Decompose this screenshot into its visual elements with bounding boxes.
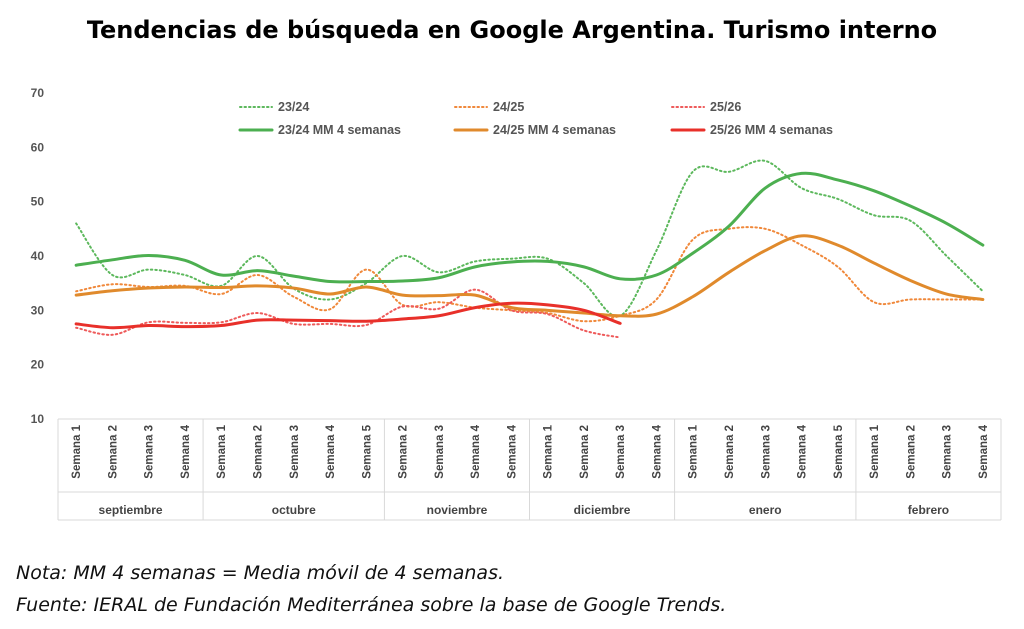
legend-label: 23/24 MM 4 semanas xyxy=(278,123,401,137)
x-tick-label: Semana 1 xyxy=(688,424,700,478)
x-tick-label: Semana 3 xyxy=(144,425,156,479)
legend-label: 23/24 xyxy=(278,100,309,114)
x-tick-label: Semana 3 xyxy=(760,425,772,479)
x-tick-label: Semana 1 xyxy=(869,424,881,478)
legend-label: 24/25 MM 4 semanas xyxy=(493,123,616,137)
legend-label: 25/26 xyxy=(710,100,741,114)
legend-label: 24/25 xyxy=(493,100,524,114)
x-tick-label: Semana 3 xyxy=(434,425,446,479)
month-label: noviembre xyxy=(427,503,488,517)
y-tick-label: 10 xyxy=(31,412,45,426)
x-tick-label: Semana 5 xyxy=(833,424,845,478)
y-tick-label: 40 xyxy=(31,249,45,263)
x-tick-label: Semana 4 xyxy=(325,424,337,478)
x-tick-label: Semana 2 xyxy=(905,425,917,479)
x-tick-label: Semana 2 xyxy=(579,425,591,479)
x-tick-label: Semana 2 xyxy=(107,425,119,479)
x-tick-label: Semana 4 xyxy=(180,424,192,478)
series-line-24-25-mm-4-semanas xyxy=(74,234,985,318)
note-text: Nota: MM 4 semanas = Media móvil de 4 se… xyxy=(16,562,505,584)
x-tick-label: Semana 3 xyxy=(942,425,954,479)
y-tick-label: 20 xyxy=(31,358,45,372)
x-tick-label: Semana 1 xyxy=(71,424,83,478)
month-label: octubre xyxy=(272,503,316,517)
series-line-25-26-mm-4-semanas xyxy=(74,301,622,330)
line-chart: 10 20 30 40 50 60 70 septiembre octubre noviembre… xyxy=(31,86,1002,521)
month-label: enero xyxy=(749,503,782,517)
y-tick-label: 60 xyxy=(31,140,45,154)
x-tick-label: Semana 1 xyxy=(216,424,228,478)
month-label: diciembre xyxy=(574,503,631,517)
y-tick-label: 70 xyxy=(31,86,45,100)
series-line-25-26 xyxy=(75,288,622,339)
series-line-23-24-mm-4-semanas xyxy=(74,171,985,284)
x-tick-label: Semana 5 xyxy=(361,424,373,478)
chart-title: Tendencias de búsqueda en Google Argenti… xyxy=(86,16,938,44)
x-tick-label: Semana 4 xyxy=(470,424,482,478)
x-tick-label: Semana 4 xyxy=(651,424,663,478)
y-tick-label: 30 xyxy=(31,303,45,317)
x-tick-label: Semana 2 xyxy=(252,425,264,479)
x-tick-label: Semana 4 xyxy=(978,424,990,478)
x-tick-label: Semana 4 xyxy=(506,424,518,478)
series-line-24-25 xyxy=(75,226,984,323)
x-tick-label: Semana 4 xyxy=(797,424,809,478)
x-tick-label: Semana 2 xyxy=(398,425,410,479)
x-tick-label: Semana 3 xyxy=(615,425,627,479)
month-label: febrero xyxy=(908,503,949,517)
month-label: septiembre xyxy=(99,503,163,517)
series-line-23-24 xyxy=(75,159,984,318)
source-text: Fuente: IERAL de Fundación Mediterránea … xyxy=(16,594,727,616)
y-tick-label: 50 xyxy=(31,195,45,209)
x-tick-label: Semana 2 xyxy=(724,425,736,479)
legend-label: 25/26 MM 4 semanas xyxy=(710,123,833,137)
x-tick-label: Semana 3 xyxy=(289,425,301,479)
x-tick-label: Semana 1 xyxy=(543,424,555,478)
